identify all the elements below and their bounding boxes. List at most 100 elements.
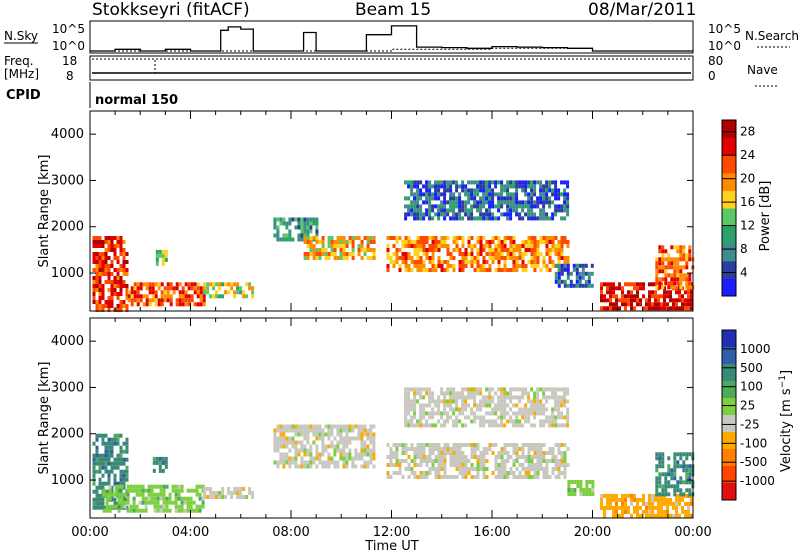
data-cell [104, 256, 108, 260]
data-cell [110, 304, 114, 308]
station-title: Stokkseyri (fitACF) [92, 0, 250, 20]
data-cell [494, 455, 498, 459]
data-cell [324, 464, 328, 469]
y-tick-label: 4000 [51, 334, 84, 349]
data-cell [443, 451, 447, 455]
data-cell [104, 457, 108, 462]
data-cell [215, 290, 219, 295]
data-cell [440, 260, 444, 264]
data-cell [539, 467, 543, 471]
data-cell [554, 415, 558, 420]
velocity-colorbar-label: Velocity [m s−1] [778, 370, 794, 472]
data-cell [527, 447, 531, 451]
data-cell [506, 403, 510, 408]
data-cell [303, 252, 307, 256]
data-cell [548, 236, 552, 240]
data-cell [154, 282, 158, 287]
data-cell [151, 298, 155, 303]
data-cell [419, 451, 423, 455]
data-cell [407, 387, 411, 392]
data-cell [206, 286, 210, 291]
data-cell [503, 244, 507, 248]
data-cell [651, 497, 654, 502]
data-cell [339, 452, 343, 457]
data-cell [458, 447, 462, 451]
data-cell [195, 504, 199, 509]
data-cell [294, 432, 298, 437]
data-cell [509, 240, 513, 244]
data-cell [410, 443, 414, 447]
data-cell [177, 504, 181, 509]
data-cell [515, 256, 519, 260]
data-cell [404, 467, 408, 471]
data-cell [452, 475, 456, 479]
data-cell [690, 513, 693, 518]
data-cell [666, 509, 669, 514]
colorbar-tick-label: 100 [740, 380, 763, 394]
data-cell [473, 200, 477, 205]
data-cell [618, 505, 621, 510]
data-cell [464, 463, 468, 467]
data-cell [419, 240, 423, 244]
data-cell [458, 208, 462, 213]
data-cell [581, 275, 585, 280]
data-cell [479, 200, 483, 205]
data-cell [539, 407, 543, 412]
data-cell [251, 294, 255, 299]
data-cell [467, 260, 471, 264]
velocity-data-cells [92, 387, 695, 518]
data-cell [661, 492, 665, 497]
data-cell [92, 473, 96, 478]
data-cell [285, 444, 289, 449]
data-cell [425, 208, 429, 213]
data-cell [291, 424, 295, 429]
data-cell [660, 501, 663, 506]
data-cell [309, 244, 313, 248]
data-cell [539, 459, 543, 463]
data-cell [318, 456, 322, 461]
data-cell [470, 391, 474, 396]
data-cell [342, 448, 346, 453]
data-cell [578, 275, 582, 280]
data-cell [416, 216, 420, 221]
data-cell [533, 244, 537, 248]
data-cell [503, 264, 507, 268]
data-cell [189, 496, 193, 501]
data-cell [130, 294, 134, 299]
data-cell [321, 444, 325, 449]
data-cell [503, 459, 507, 463]
data-cell [174, 508, 178, 513]
data-cell [648, 509, 651, 514]
data-cell [315, 436, 319, 441]
data-cell [485, 188, 489, 193]
data-cell [452, 395, 456, 400]
data-cell [658, 452, 662, 457]
data-cell [461, 403, 465, 408]
data-cell [685, 452, 689, 457]
data-cell [545, 184, 549, 189]
data-cell [428, 196, 432, 201]
data-cell [661, 484, 665, 489]
data-cell [440, 240, 444, 244]
data-cell [92, 240, 96, 244]
data-cell [615, 501, 618, 506]
data-cell [443, 395, 447, 400]
data-cell [470, 455, 474, 459]
data-cell [521, 264, 525, 268]
data-cell [443, 212, 447, 217]
data-cell [177, 488, 181, 493]
data-cell [467, 244, 471, 248]
data-cell [491, 256, 495, 260]
data-cell [339, 252, 343, 256]
data-cell [398, 236, 402, 240]
data-cell [679, 492, 683, 497]
data-cell [440, 415, 444, 420]
data-cell [458, 459, 462, 463]
data-cell [372, 252, 376, 256]
data-cell [554, 423, 558, 428]
data-cell [413, 407, 417, 412]
data-cell [413, 423, 417, 428]
data-cell [169, 302, 173, 307]
data-cell [279, 221, 283, 226]
data-cell [193, 290, 197, 295]
